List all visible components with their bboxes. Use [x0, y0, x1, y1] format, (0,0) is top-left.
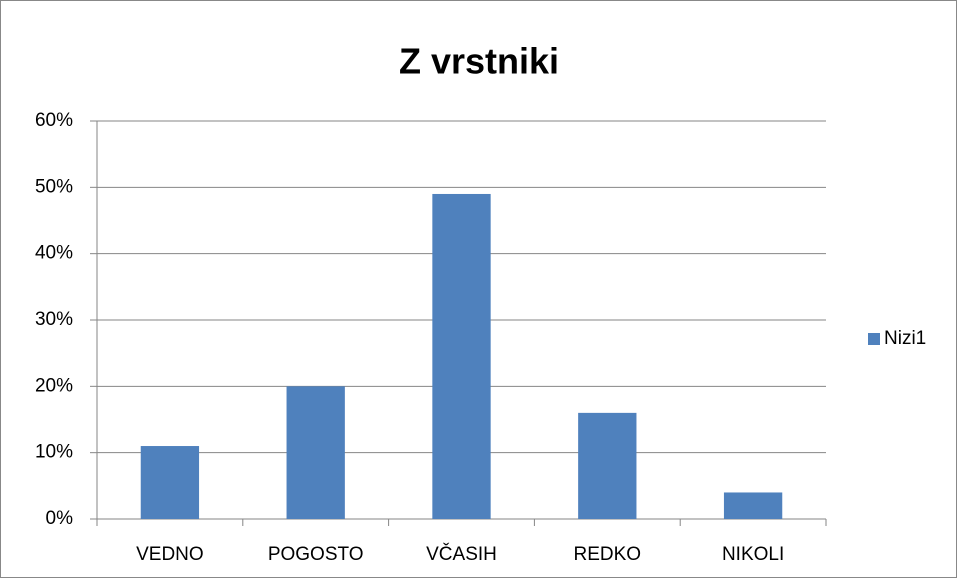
chart-title: Z vrstniki [399, 41, 559, 82]
y-tick-label: 60% [35, 110, 73, 131]
bar [723, 492, 783, 519]
legend-swatch [868, 333, 880, 345]
legend-label: Nizi1 [884, 328, 926, 349]
y-tick-label: 40% [35, 243, 73, 264]
y-tick-label: 50% [35, 176, 73, 197]
bar [578, 412, 637, 519]
bar [432, 193, 491, 519]
x-tick-label: REDKO [574, 544, 642, 565]
y-tick-label: 0% [46, 508, 74, 529]
x-tick-label: POGOSTO [268, 544, 364, 565]
y-tick-label: 30% [35, 309, 73, 330]
y-tick-label: 20% [35, 375, 73, 396]
x-tick-label: NIKOLI [722, 544, 784, 565]
y-tick-label: 10% [35, 442, 73, 463]
x-tick-label: VČASIH [426, 543, 497, 565]
bar [140, 446, 200, 519]
x-tick-label: VEDNO [136, 544, 204, 565]
bar [286, 386, 345, 519]
